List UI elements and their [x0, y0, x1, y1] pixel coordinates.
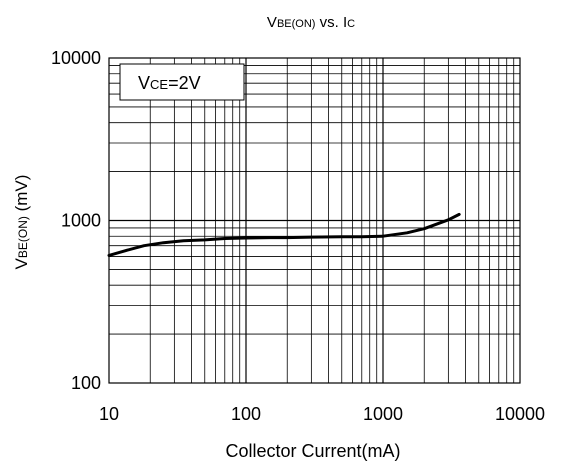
vce-annotation-box	[119, 63, 245, 101]
x-tick-label: 10	[99, 404, 119, 424]
y-axis-label: VBE(ON) (mV)	[12, 175, 31, 270]
x-tick-label: 1000	[363, 404, 403, 424]
title-mid: vs. I	[315, 14, 347, 31]
y-tick-label: 10000	[51, 48, 101, 68]
title-sub: BE(ON)	[277, 18, 316, 30]
title-main: V	[267, 14, 277, 31]
vce-sub: CE	[150, 77, 168, 92]
plot-frame	[108, 57, 521, 384]
vce-tail: =2V	[168, 73, 201, 93]
vce-main: V	[138, 73, 150, 93]
grid-lines	[109, 58, 520, 383]
title-tail: C	[347, 18, 355, 30]
ylabel-sub: BE(ON)	[16, 216, 30, 258]
series	[107, 212, 461, 257]
vce-annotation: VCE=2V	[119, 63, 245, 101]
x-tick-label: 10000	[495, 404, 545, 424]
y-tick-label: 1000	[61, 211, 101, 231]
chart-title: VBE(ON) vs. IC	[267, 14, 355, 31]
ylabel-main: V	[12, 257, 31, 269]
ylabel-tail: (mV)	[12, 175, 31, 217]
x-axis-label: Collector Current(mA)	[225, 441, 400, 461]
series-line-1	[107, 212, 461, 257]
tick-labels: 10 100 1000 10000 100 1000 10000	[51, 48, 545, 424]
x-tick-label: 100	[231, 404, 261, 424]
y-tick-label: 100	[71, 373, 101, 393]
vce-annotation-text: VCE=2V	[138, 73, 201, 93]
